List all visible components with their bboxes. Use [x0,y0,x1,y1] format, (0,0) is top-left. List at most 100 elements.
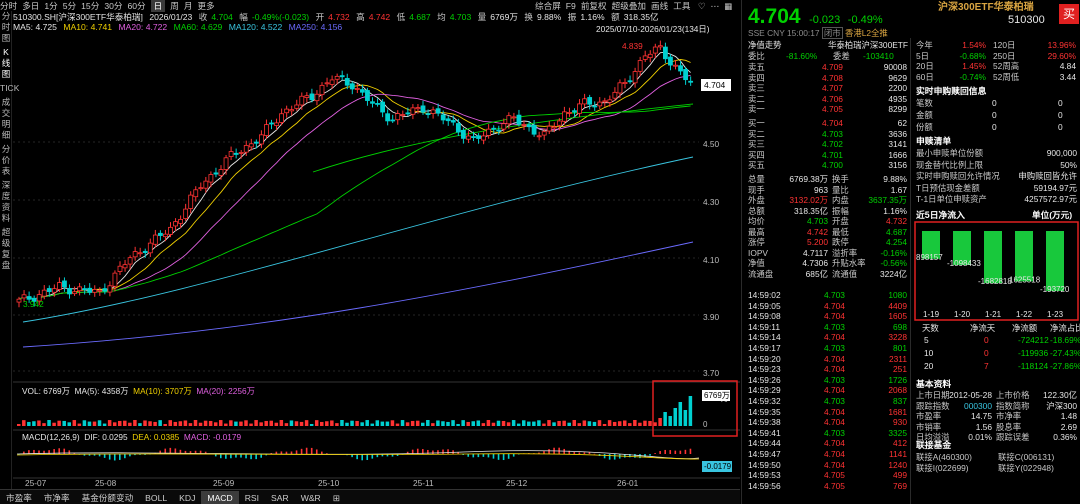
tool-button[interactable]: 画线 [651,1,669,11]
vtab[interactable]: 成交明细 [1,97,11,140]
macd-bar [98,454,101,457]
y-tick: 3.70 [703,368,720,378]
buy-button[interactable]: 买 [1059,4,1079,24]
volume-legend: VOL: 6769万 MA(5): 4358万 MA(10): 3707万 MA… [22,386,255,396]
tool-button[interactable]: 前复权 [580,1,607,11]
sg-label: 实时申购赎回允许情况 [916,171,1000,181]
period-tab[interactable]: 月 [183,1,193,11]
indicator-tab[interactable]: 市净率 [43,493,70,503]
volume-bar [269,420,273,426]
indicator-tab[interactable]: KDJ [179,493,196,503]
indicator-tab[interactable]: 基金份额变动 [81,493,134,503]
volume-bar [446,421,450,426]
period-tab[interactable]: 周 [170,1,179,11]
indicator-tab-macd[interactable]: MACD [201,491,239,504]
vtab[interactable]: 分时图 [1,11,11,43]
tick-price: 4.703 [824,374,845,385]
volume-bar [224,423,228,426]
candle-body [102,288,108,292]
flow-cell: 0 [984,348,989,358]
stat-value: 1.67 [890,184,907,195]
macd-bar [38,450,40,454]
indicator-tab[interactable]: SAR [271,493,289,503]
macd-bar [28,450,30,454]
volume-bar [360,422,364,426]
candle-body [466,135,471,140]
period-tab[interactable]: 5分 [62,1,77,11]
macd-bar [119,454,121,460]
volume-bar [516,423,521,426]
netflow-bar [1046,231,1064,291]
flow-header: 天数 [922,323,939,333]
realtime-label: 金额 [916,110,933,120]
bar-date: 2026/01/23 [149,12,193,22]
grid-icon[interactable]: ▦ [724,1,733,11]
vtab[interactable]: 超级复盘 [1,227,11,270]
macd-bar [442,449,444,454]
macd-bar [654,453,656,454]
volume-bar [532,421,536,426]
period-tab[interactable]: 多日 [22,1,40,11]
tool-button[interactable]: 综合屏 [535,1,561,11]
kline-chart[interactable]: 2025/07/10-2026/01/23(134日) 4.839 3.942 … [13,22,740,489]
indicator-tab[interactable]: RSI [244,493,260,503]
add-indicator-icon[interactable]: ⊞ [332,493,340,503]
linked-fund[interactable]: 联接Y(022948) [998,463,1054,473]
volume-bar [123,420,127,426]
period-tab[interactable]: 1分 [44,1,58,11]
volume-bar [486,420,491,426]
macd-bar [679,450,682,454]
macd-bar [472,454,475,458]
stat-label: 内盘 [832,195,849,205]
macd-bar [416,448,419,454]
perf-label: 120日 [993,40,1016,50]
fund-code: 510300 [1008,14,1045,26]
period-tab-day[interactable]: 日 [150,0,166,12]
dots-icon[interactable]: ⋯ [710,1,720,11]
macd-bar [502,454,505,461]
sg-value: 50% [1060,159,1077,170]
linked-fund[interactable]: 联接I(022699) [916,463,969,473]
macd-bar [512,454,515,457]
candle-body [258,134,264,145]
sg-label: 现金替代比例上限 [916,159,983,170]
linked-fund[interactable]: 联接A(460300) [916,452,972,462]
macd-bar [270,453,273,454]
period-tab[interactable]: 分时 [0,1,18,11]
tick-price: 4.703 [824,427,845,438]
macd-bar [48,450,50,454]
volume-bar [335,423,339,426]
volume-bar [340,420,344,426]
candle-body [425,113,431,116]
indicator-tab[interactable]: W&R [300,493,321,503]
indicator-tab[interactable]: BOLL [145,493,168,503]
ma10-label: MA10: 4.741 [63,22,113,32]
vtab[interactable]: TICK [0,83,20,93]
candle-body [400,114,406,116]
heart-icon[interactable]: ♡ [697,1,706,11]
tool-button[interactable]: 超级叠加 [611,1,647,11]
perf-label: 60日 [916,71,934,82]
volume-bar [557,420,561,426]
candle-body [365,90,370,101]
indicator-tab[interactable]: 市盈率 [6,493,32,503]
volume-bar [163,423,167,426]
more-tab[interactable]: 更多 [197,1,215,11]
vtab[interactable]: 深度资料 [1,180,11,223]
volume-bar [522,420,526,426]
period-tab[interactable]: 30分 [104,1,123,11]
vtab-kline[interactable]: K线图 [1,47,11,79]
volume-bar [431,423,435,426]
volume-bar [567,422,571,426]
dea-line [16,453,700,460]
linked-fund[interactable]: 联接C(006131) [998,452,1055,462]
tick-volume: 1605 [888,311,907,322]
tool-button[interactable]: 工具 [673,1,691,11]
period-tab[interactable]: 15分 [81,1,100,11]
macd-bar [578,452,581,454]
tool-button[interactable]: F9 [565,1,576,11]
sg-value: 4257572.97元 [1024,194,1077,204]
vtab[interactable]: 分价表 [1,144,11,176]
volume-bar [102,423,107,426]
period-tab[interactable]: 60分 [127,1,146,11]
